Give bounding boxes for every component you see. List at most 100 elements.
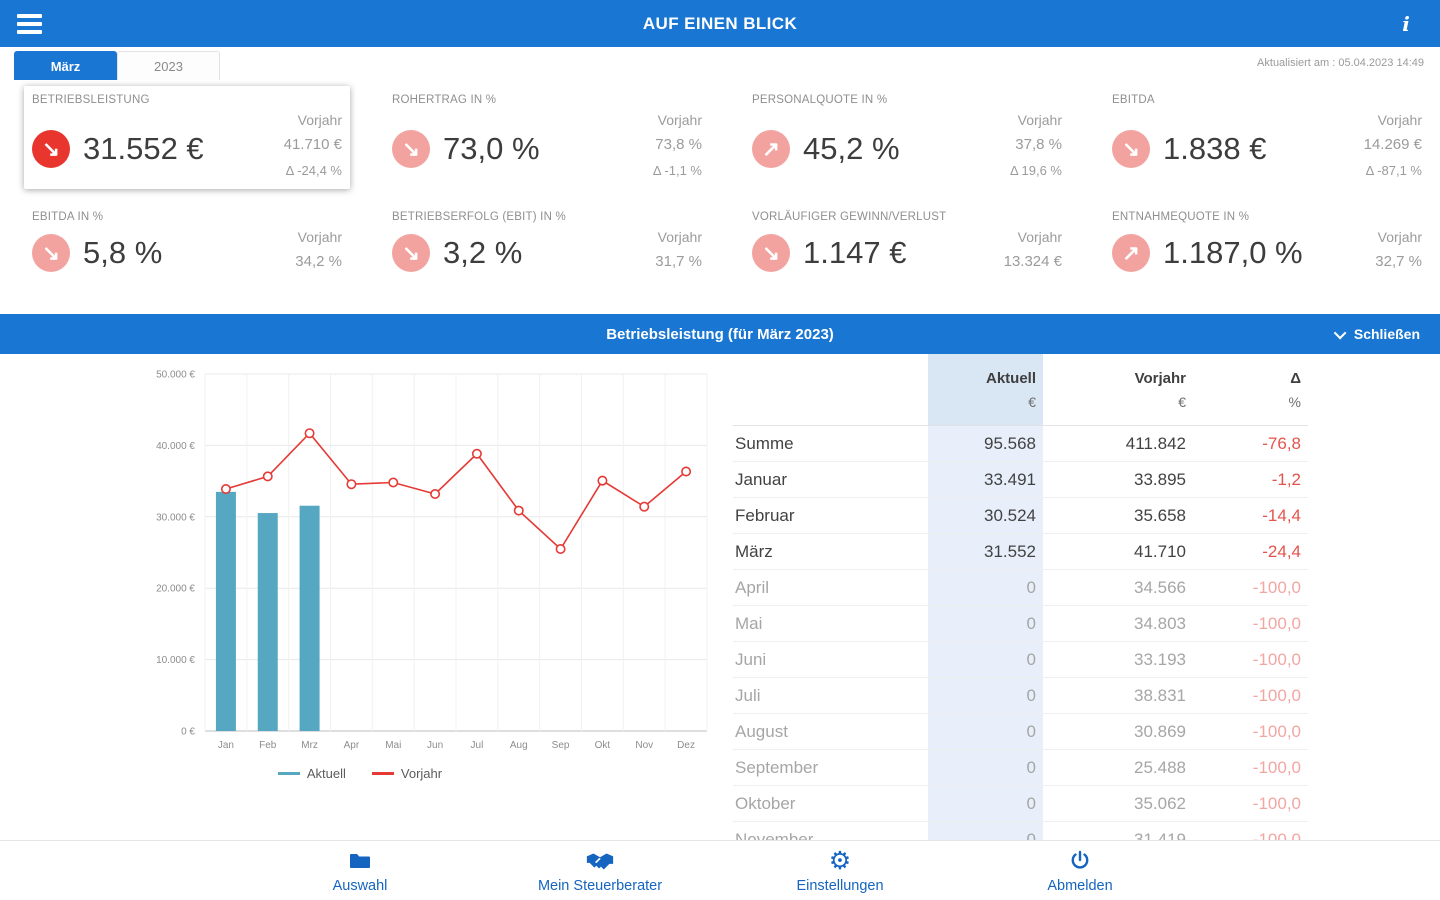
kpi-title: BETRIEBSLEISTUNG: [32, 94, 150, 106]
kpi-title: VORLÄUFIGER GEWINN/VERLUST: [752, 211, 947, 223]
vorjahr-label: Vorjahr: [1377, 112, 1422, 128]
svg-text:Jun: Jun: [427, 740, 443, 751]
row-label: Oktober: [735, 793, 796, 813]
kpi-delta: Δ -24,4 %: [285, 163, 342, 178]
svg-text:Apr: Apr: [344, 740, 360, 751]
row-label: September: [735, 757, 819, 777]
svg-text:20.000 €: 20.000 €: [156, 584, 195, 595]
table-row-summe: Summe 95.568 411.842 -76,8: [733, 426, 1308, 462]
chart-legend: Aktuell Vorjahr: [0, 766, 720, 781]
table-row-september: September 0 25.488 -100,0: [733, 750, 1308, 786]
trend-down-icon: ↘: [752, 234, 790, 272]
table-row-april: April 0 34.566 -100,0: [733, 570, 1308, 606]
trend-up-icon: ↗: [752, 130, 790, 168]
header-vorjahr: Vorjahr €: [1134, 369, 1186, 410]
power-icon: [1068, 848, 1092, 874]
vorjahr-label: Vorjahr: [297, 112, 342, 128]
nav-item-auswahl[interactable]: Auswahl: [240, 841, 480, 900]
row-vorjahr: 41.710: [1134, 541, 1186, 561]
kpi-value: 73,0 %: [443, 131, 540, 166]
trend-down-icon: ↘: [1112, 130, 1150, 168]
kpi-title: PERSONALQUOTE IN %: [752, 94, 888, 106]
kpi-card-7[interactable]: ENTNAHMEQUOTE IN % ↗ 1.187,0 % Vorjahr 32,7 …: [1104, 203, 1430, 306]
row-vorjahr: 34.566: [1134, 577, 1186, 597]
trend-down-icon: ↘: [392, 130, 430, 168]
tabbar: März 2023 Aktualisiert am : 05.04.2023 1…: [0, 47, 1440, 80]
monthly-table: Aktuell € Vorjahr € Δ % Summe 95.568 411.8…: [733, 354, 1308, 840]
kpi-value: 1.838 €: [1163, 131, 1267, 166]
kpi-delta: Δ -1,1 %: [652, 163, 702, 178]
row-label: Juni: [735, 649, 767, 669]
topbar: AUF EINEN BLICK: [0, 0, 1440, 47]
gear-icon: ⚙: [828, 846, 852, 875]
table-row-oktober: Oktober 0 35.062 -100,0: [733, 786, 1308, 822]
menu-icon[interactable]: [0, 0, 58, 47]
row-label: August: [735, 721, 788, 741]
vorjahr-label: Vorjahr: [1017, 112, 1062, 128]
row-delta: -100,0: [1252, 757, 1301, 777]
kpi-value: 1.187,0 %: [1163, 235, 1303, 270]
app-title: AUF EINEN BLICK: [642, 13, 798, 33]
kpi-grid: BETRIEBSLEISTUNG ↘ 31.552 € Vorjahr 41.710 €…: [0, 80, 1440, 314]
nav-item-mein-steuerberater[interactable]: Mein Steuerberater: [480, 841, 720, 900]
legend-item-vorjahr: Vorjahr: [371, 766, 442, 781]
svg-text:Sep: Sep: [552, 740, 570, 751]
table-body: Summe 95.568 411.842 -76,8 Januar 33.491 33.89…: [733, 426, 1308, 840]
row-delta: -100,0: [1252, 793, 1301, 813]
row-aktuell: 0: [928, 786, 1043, 821]
row-label: Summe: [735, 433, 794, 453]
handshake-icon: [585, 848, 615, 874]
tab-month[interactable]: März: [14, 51, 117, 80]
trend-down-icon: ↘: [32, 234, 70, 272]
content: 0 € 10.000 € 20.000 € 30.000 € 40.000 € 50.00…: [0, 354, 1440, 840]
nav-item-abmelden[interactable]: Abmelden: [960, 841, 1200, 900]
row-aktuell: 95.568: [928, 426, 1043, 461]
row-delta: -100,0: [1252, 649, 1301, 669]
kpi-card-3[interactable]: EBITDA ↘ 1.838 € Vorjahr 14.269 € Δ -87,1 %: [1104, 86, 1430, 189]
kpi-card-6[interactable]: VORLÄUFIGER GEWINN/VERLUST ↘ 1.147 € Vorjah…: [744, 203, 1070, 306]
vorjahr-value: 14.269 €: [1363, 136, 1422, 153]
row-aktuell: 0: [928, 642, 1043, 677]
header-delta: Δ %: [1288, 369, 1301, 410]
trend-down-icon: ↘: [392, 234, 430, 272]
svg-text:50.000 €: 50.000 €: [156, 370, 195, 381]
vorjahr-value: 31,7 %: [655, 253, 702, 270]
kpi-card-5[interactable]: BETRIEBSERFOLG (EBIT) IN % ↘ 3,2 % Vorjahr 3…: [384, 203, 710, 306]
table-row-august: August 0 30.869 -100,0: [733, 714, 1308, 750]
row-delta: -100,0: [1252, 829, 1301, 841]
info-icon[interactable]: [1386, 0, 1426, 47]
vorjahr-value: 41.710 €: [283, 136, 342, 153]
vorjahr-label: Vorjahr: [297, 229, 342, 245]
row-label: Januar: [735, 469, 787, 489]
row-aktuell: 0: [928, 570, 1043, 605]
row-delta: -76,8: [1262, 433, 1301, 453]
table-header: Aktuell € Vorjahr € Δ %: [733, 354, 1308, 426]
trend-down-icon: ↘: [32, 130, 70, 168]
row-aktuell: 0: [928, 678, 1043, 713]
row-delta: -14,4: [1262, 505, 1301, 525]
row-delta: -1,2: [1271, 469, 1301, 489]
table-row-januar: Januar 33.491 33.895 -1,2: [733, 462, 1308, 498]
row-vorjahr: 25.488: [1134, 757, 1186, 777]
header-aktuell: Aktuell €: [928, 354, 1043, 425]
row-aktuell: 31.552: [928, 534, 1043, 569]
row-vorjahr: 35.062: [1134, 793, 1186, 813]
kpi-card-1[interactable]: ROHERTRAG IN % ↘ 73,0 % Vorjahr 73,8 % Δ -1,1…: [384, 86, 710, 189]
nav-item-einstellungen[interactable]: ⚙ Einstellungen: [720, 841, 960, 900]
svg-text:Mrz: Mrz: [301, 740, 318, 751]
svg-text:10.000 €: 10.000 €: [156, 655, 195, 666]
close-button[interactable]: Schließen: [1333, 326, 1420, 342]
row-vorjahr: 30.869: [1134, 721, 1186, 741]
tab-year[interactable]: 2023: [117, 51, 220, 80]
kpi-card-4[interactable]: EBITDA IN % ↘ 5,8 % Vorjahr 34,2 %: [24, 203, 350, 306]
section-header: Betriebsleistung (für März 2023) Schließ…: [0, 314, 1440, 354]
header-empty: [733, 354, 928, 425]
kpi-card-2[interactable]: PERSONALQUOTE IN % ↗ 45,2 % Vorjahr 37,8 % Δ …: [744, 86, 1070, 189]
kpi-delta: Δ 19,6 %: [1009, 163, 1062, 178]
row-label: November: [735, 829, 814, 841]
legend-item-aktuell: Aktuell: [277, 766, 346, 781]
svg-text:Okt: Okt: [595, 740, 611, 751]
vorjahr-value: 73,8 %: [655, 136, 702, 153]
kpi-card-0[interactable]: BETRIEBSLEISTUNG ↘ 31.552 € Vorjahr 41.710 €…: [24, 86, 350, 189]
kpi-delta: Δ -87,1 %: [1365, 163, 1422, 178]
